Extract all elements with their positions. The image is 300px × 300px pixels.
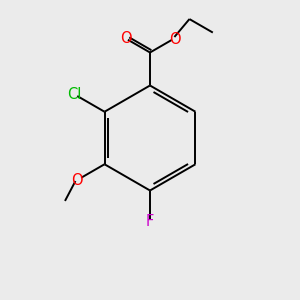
Text: Cl: Cl — [68, 87, 82, 102]
Text: F: F — [146, 214, 154, 229]
Text: O: O — [71, 173, 83, 188]
Text: O: O — [120, 31, 131, 46]
Text: O: O — [169, 32, 181, 46]
